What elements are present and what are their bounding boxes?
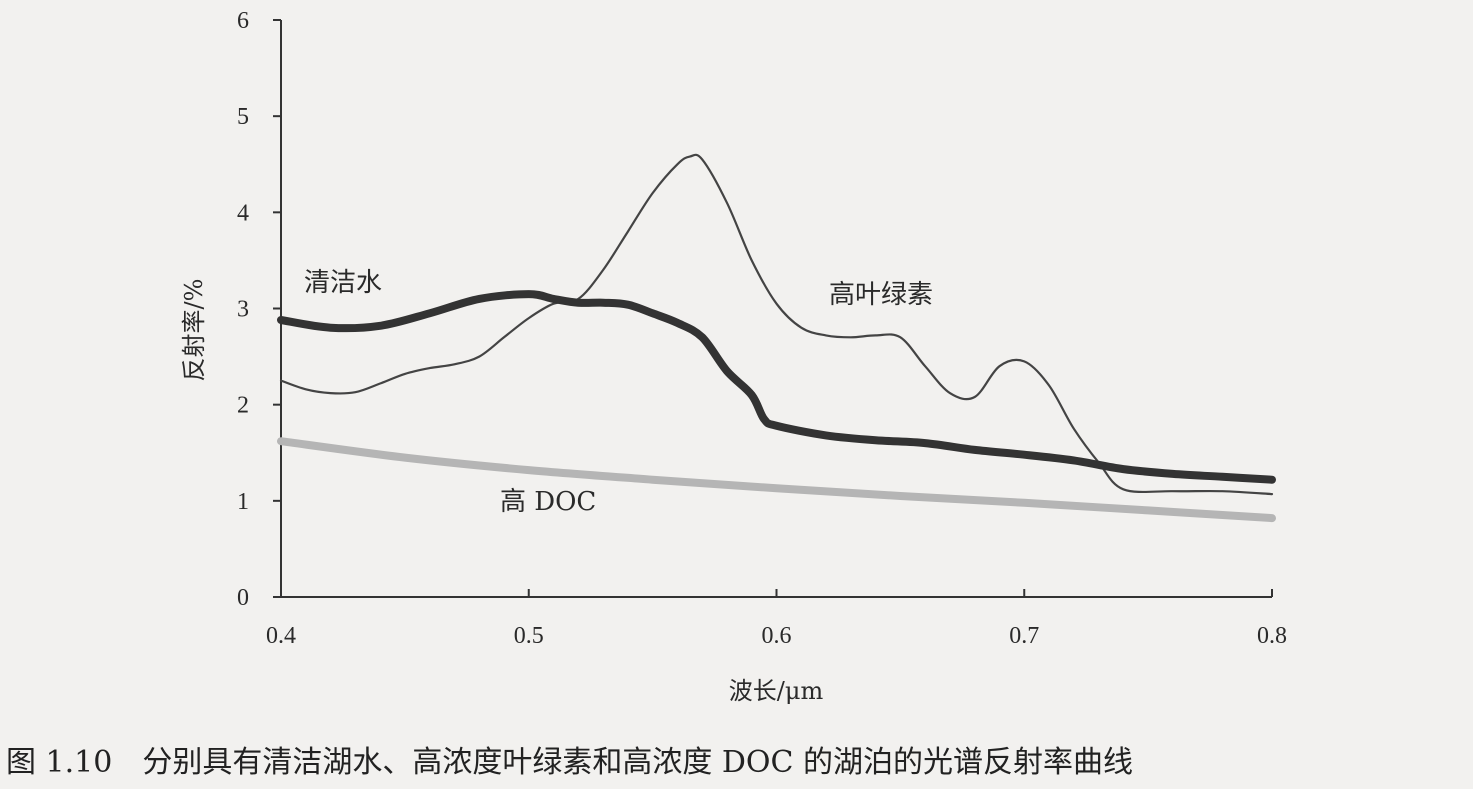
series-group	[277, 153, 1276, 523]
x-tick-label: 0.6	[762, 623, 792, 649]
annotation-clean-water: 清洁水	[304, 268, 382, 298]
figure-caption: 图 1.10 分别具有清洁湖水、高浓度叶绿素和高浓度 DOC 的湖泊的光谱反射率…	[6, 745, 1133, 780]
y-tick-label: 5	[237, 104, 249, 130]
y-tick-label: 2	[237, 393, 249, 419]
x-tick-label: 0.8	[1257, 623, 1287, 649]
series-clean-water	[277, 290, 1276, 484]
y-tick-label: 3	[237, 297, 249, 323]
tick-group: 0.4 0.5 0.6 0.7 0.8 0 1 2 3 4 5 6	[237, 8, 1287, 649]
x-tick-label: 0.4	[266, 623, 296, 649]
y-tick-label: 4	[237, 200, 249, 226]
x-tick-label: 0.5	[514, 623, 544, 649]
y-tick-label: 1	[237, 489, 249, 515]
series-high-chlorophyll	[279, 153, 1274, 496]
annotation-high-doc: 高 DOC	[500, 487, 596, 517]
y-axis-title: 反射率/%	[180, 279, 208, 382]
y-tick-label: 0	[237, 585, 249, 611]
y-tick-label: 6	[237, 8, 249, 34]
annotation-high-chlorophyll: 高叶绿素	[829, 280, 933, 310]
x-tick-label: 0.7	[1009, 623, 1039, 649]
series-high-doc	[277, 437, 1276, 523]
x-axis-title: 波长/μm	[729, 677, 824, 705]
